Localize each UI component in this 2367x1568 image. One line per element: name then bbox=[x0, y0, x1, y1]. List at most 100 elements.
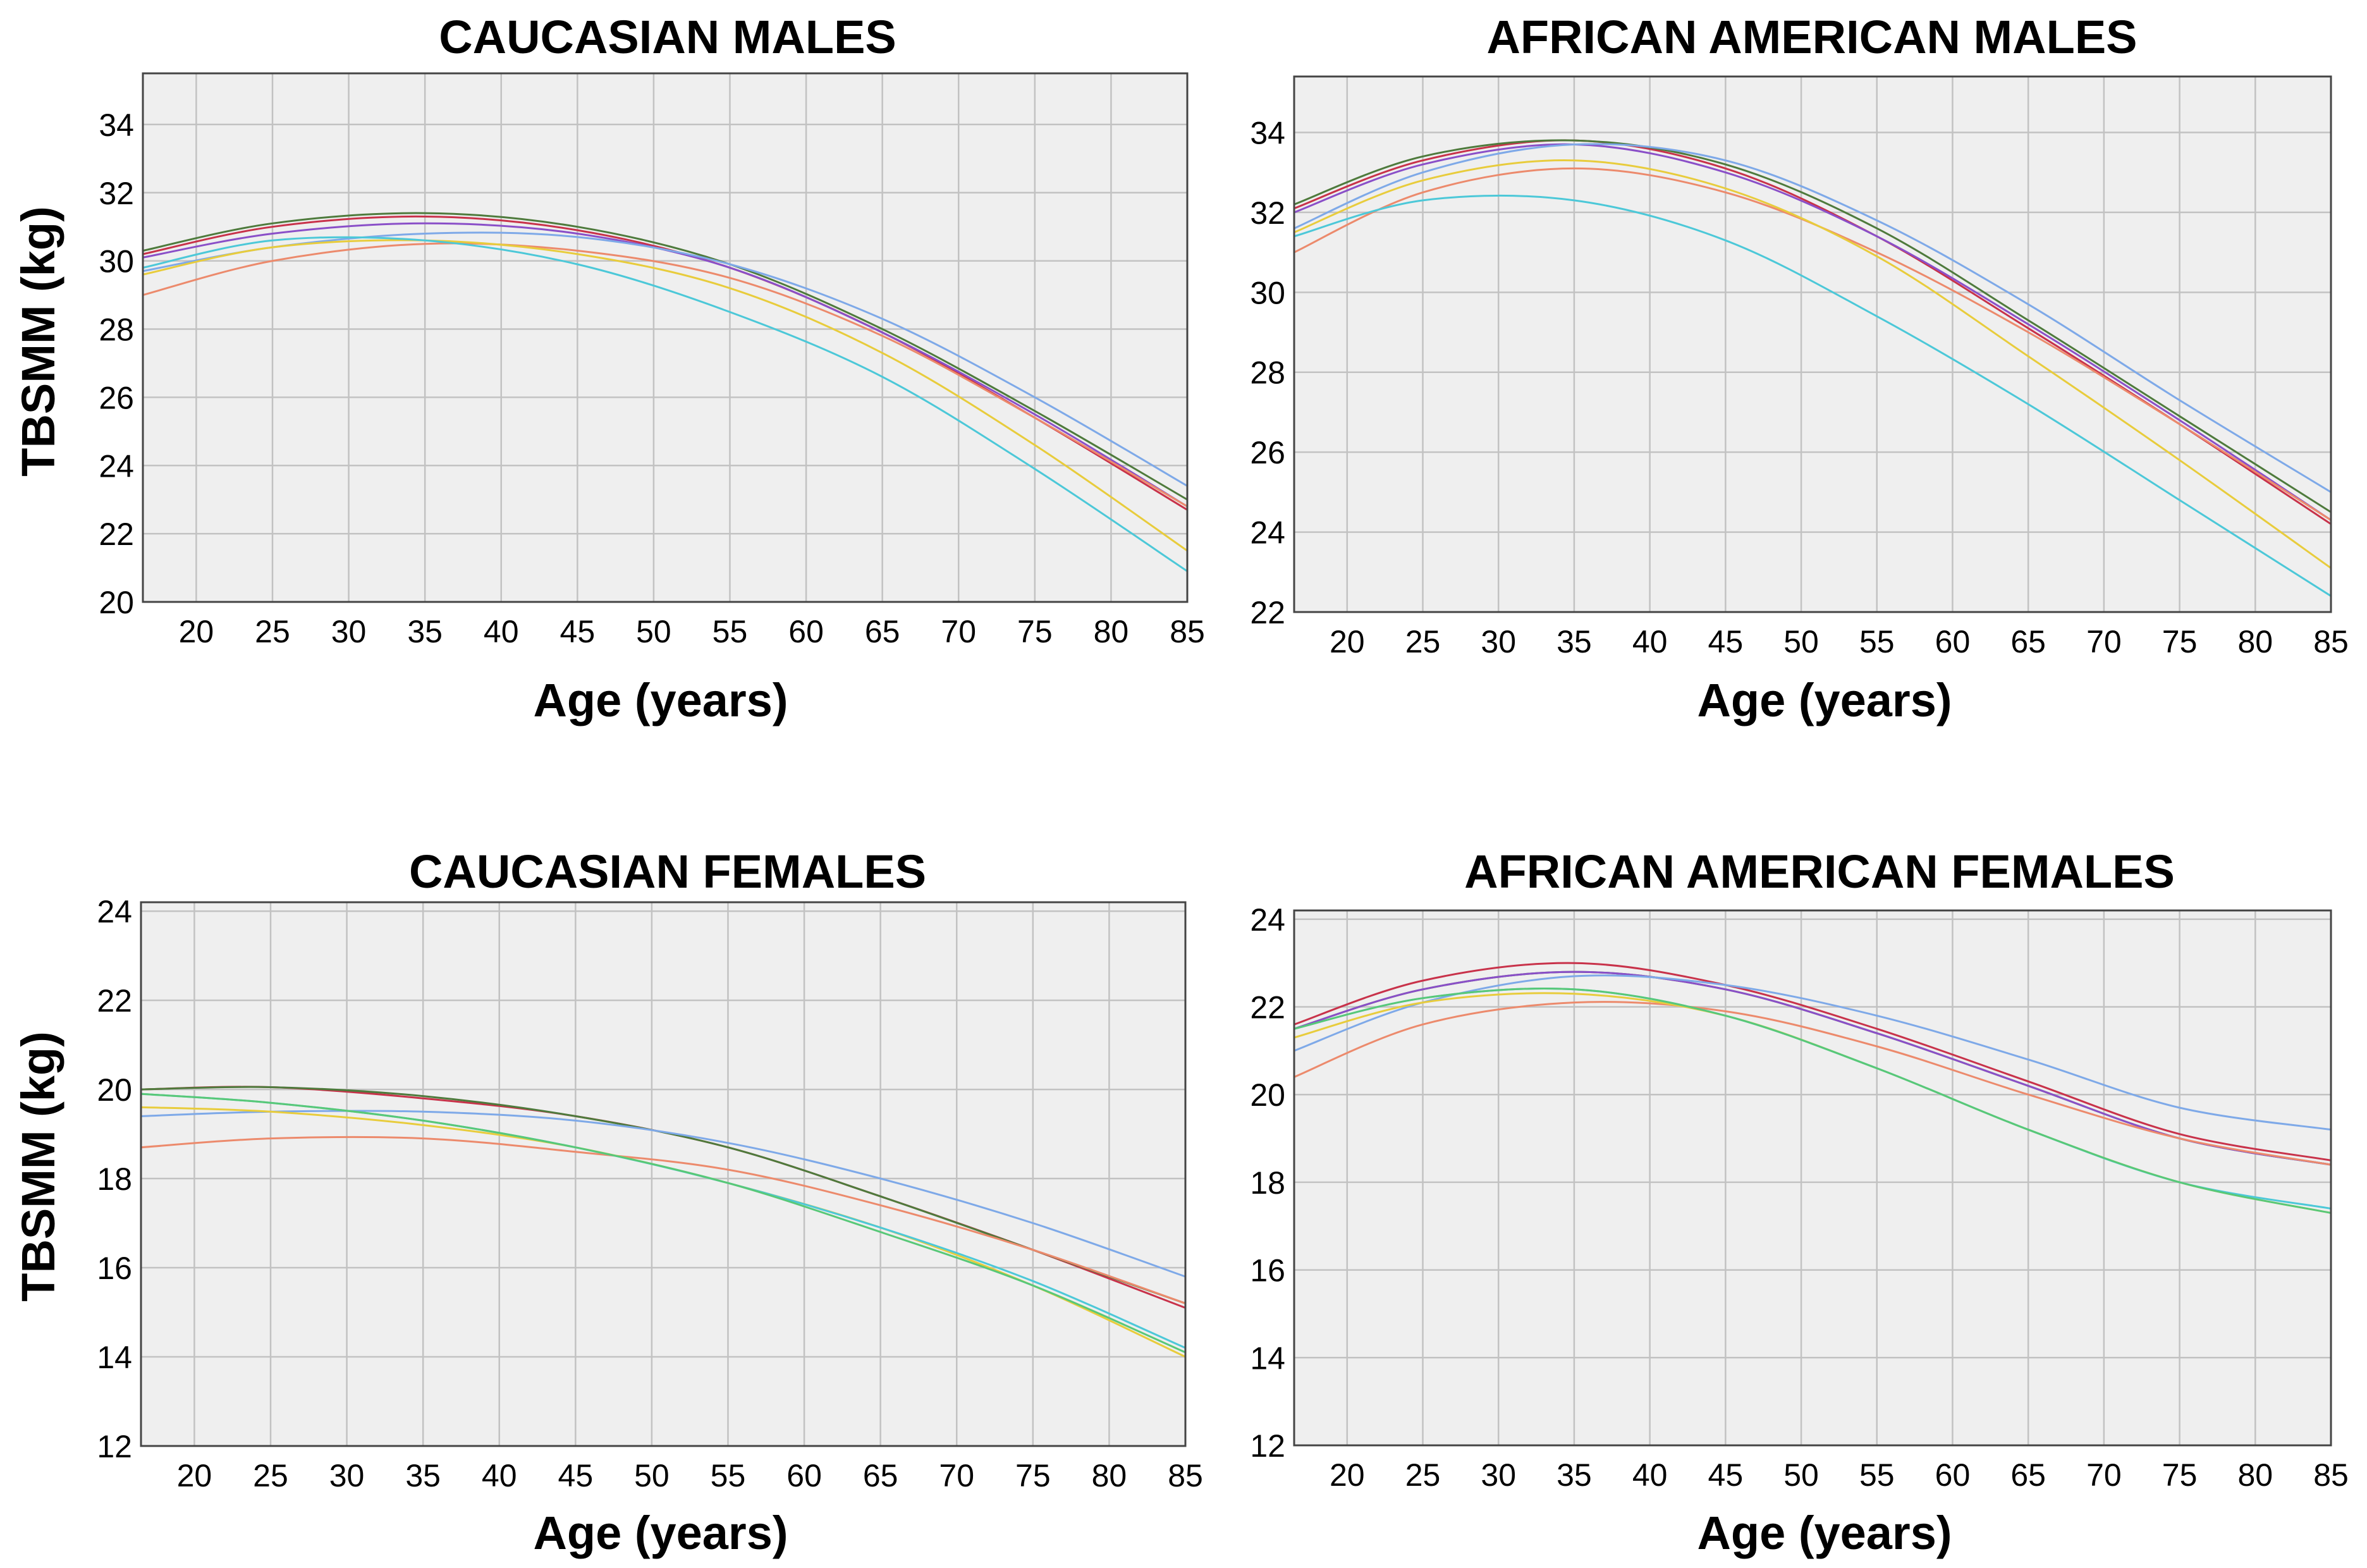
y-tick-label: 24 bbox=[1250, 515, 1285, 551]
x-tick-label: 55 bbox=[711, 1458, 746, 1493]
series-line-yellow bbox=[142, 239, 1189, 552]
series-line-blue bbox=[1293, 974, 2332, 1131]
x-tick-label: 50 bbox=[1783, 624, 1819, 659]
x-tick-label: 50 bbox=[636, 614, 671, 649]
series-line-orange bbox=[142, 242, 1189, 508]
x-tick-label: 25 bbox=[255, 614, 290, 649]
y-tick-label: 16 bbox=[1250, 1253, 1285, 1289]
x-tick-label: 80 bbox=[2237, 624, 2273, 659]
y-tick-label: 14 bbox=[97, 1340, 132, 1375]
x-tick-label: 85 bbox=[2313, 624, 2349, 659]
y-axis-label-bottom: TBSMM (kg) bbox=[12, 1031, 64, 1302]
series-line-dark-green bbox=[142, 212, 1189, 501]
y-tick-label: 12 bbox=[97, 1429, 132, 1464]
x-tick-label: 85 bbox=[2313, 1457, 2349, 1493]
x-tick-label: 65 bbox=[865, 614, 900, 649]
plot-area bbox=[140, 901, 1187, 1447]
y-tick-label: 24 bbox=[99, 448, 134, 484]
x-tick-label: 35 bbox=[1557, 624, 1592, 659]
x-tick-label: 30 bbox=[1481, 1457, 1516, 1493]
y-tick-label: 14 bbox=[1250, 1340, 1285, 1376]
chart-title: AFRICAN AMERICAN MALES bbox=[1486, 11, 2137, 63]
y-tick-label: 30 bbox=[1250, 275, 1285, 310]
chart-title: CAUCASIAN MALES bbox=[439, 11, 896, 63]
x-tick-label: 20 bbox=[177, 1458, 212, 1493]
series-line-orange bbox=[140, 1136, 1187, 1304]
x-axis-label: Age (years) bbox=[1697, 674, 1952, 726]
y-tick-label: 20 bbox=[99, 585, 134, 620]
y-tick-label: 18 bbox=[97, 1161, 132, 1197]
x-tick-label: 30 bbox=[1481, 624, 1516, 659]
x-tick-label: 65 bbox=[863, 1458, 898, 1493]
series-line-red bbox=[1293, 962, 2332, 1161]
y-tick-label: 20 bbox=[97, 1072, 132, 1108]
chart-title: AFRICAN AMERICAN FEMALES bbox=[1464, 845, 2175, 898]
y-tick-label: 32 bbox=[99, 176, 134, 211]
x-tick-label: 50 bbox=[634, 1458, 670, 1493]
x-tick-label: 25 bbox=[1405, 1457, 1441, 1493]
y-tick-label: 26 bbox=[99, 380, 134, 415]
series-line-green bbox=[1293, 987, 2332, 1214]
x-tick-label: 45 bbox=[558, 1458, 594, 1493]
y-tick-label: 22 bbox=[1250, 990, 1285, 1026]
x-tick-label: 80 bbox=[1094, 614, 1129, 649]
y-tick-label: 18 bbox=[1250, 1165, 1285, 1201]
y-tick-label: 12 bbox=[1250, 1428, 1285, 1464]
y-tick-label: 24 bbox=[1250, 902, 1285, 938]
chart-african-american-females: AFRICAN AMERICAN FEMALES 20 25 30 35 40 45 50 5… bbox=[1250, 845, 2348, 1559]
x-tick-label: 25 bbox=[1405, 624, 1441, 659]
x-tick-label: 75 bbox=[2162, 624, 2198, 659]
x-tick-label: 35 bbox=[1557, 1457, 1592, 1493]
chart-african-american-males: AFRICAN AMERICAN MALES 20 25 30 35 40 45 50 55 6… bbox=[1250, 11, 2348, 726]
x-tick-label: 45 bbox=[560, 614, 596, 649]
x-axis-label: Age (years) bbox=[533, 1507, 788, 1559]
x-tick-label: 55 bbox=[713, 614, 748, 649]
chart-caucasian-males: CAUCASIAN MALES 20 25 30 35 40 45 50 55 60 65 70 75… bbox=[99, 11, 1204, 726]
x-tick-label: 40 bbox=[484, 614, 519, 649]
x-tick-label: 75 bbox=[2162, 1457, 2198, 1493]
y-tick-label: 22 bbox=[1250, 595, 1285, 630]
x-tick-label: 35 bbox=[405, 1458, 441, 1493]
y-tick-label: 28 bbox=[1250, 355, 1285, 391]
y-tick-label: 28 bbox=[99, 312, 134, 348]
x-tick-label: 20 bbox=[179, 614, 214, 649]
x-tick-label: 40 bbox=[1632, 1457, 1668, 1493]
y-tick-label: 30 bbox=[99, 244, 134, 279]
x-tick-label: 85 bbox=[1170, 614, 1205, 649]
x-tick-label: 70 bbox=[939, 1458, 974, 1493]
x-tick-label: 30 bbox=[331, 614, 367, 649]
y-tick-label: 22 bbox=[99, 517, 134, 552]
series-line-green bbox=[140, 1093, 1187, 1354]
x-tick-label: 70 bbox=[2086, 1457, 2122, 1493]
x-tick-label: 80 bbox=[2237, 1457, 2273, 1493]
x-tick-label: 20 bbox=[1330, 1457, 1365, 1493]
y-tick-label: 20 bbox=[1250, 1077, 1285, 1113]
series-line-cyan bbox=[142, 236, 1189, 572]
x-tick-label: 55 bbox=[1859, 624, 1895, 659]
x-tick-label: 35 bbox=[407, 614, 443, 649]
x-tick-label: 65 bbox=[2010, 624, 2046, 659]
series-line-purple bbox=[1293, 143, 2332, 522]
x-tick-label: 55 bbox=[1859, 1457, 1895, 1493]
x-tick-label: 65 bbox=[2010, 1457, 2046, 1493]
y-tick-label: 34 bbox=[99, 107, 134, 143]
x-tick-label: 60 bbox=[786, 1458, 822, 1493]
x-tick-label: 30 bbox=[329, 1458, 365, 1493]
y-tick-label: 24 bbox=[97, 894, 132, 929]
series-line-dark-green bbox=[1293, 139, 2332, 513]
x-tick-label: 45 bbox=[1708, 1457, 1744, 1493]
x-axis-label: Age (years) bbox=[533, 674, 788, 726]
chart-caucasian-females: CAUCASIAN FEMALES 20 25 30 35 40 45 50 55 60 65 70… bbox=[97, 845, 1202, 1559]
x-tick-label: 85 bbox=[1168, 1458, 1203, 1493]
x-tick-label: 50 bbox=[1783, 1457, 1819, 1493]
x-tick-label: 60 bbox=[1935, 1457, 1971, 1493]
x-tick-label: 80 bbox=[1092, 1458, 1127, 1493]
x-axis-label: Age (years) bbox=[1697, 1507, 1952, 1559]
x-tick-label: 40 bbox=[482, 1458, 517, 1493]
x-tick-label: 25 bbox=[253, 1458, 288, 1493]
x-tick-label: 75 bbox=[1015, 1458, 1051, 1493]
x-tick-label: 20 bbox=[1330, 624, 1365, 659]
x-tick-label: 45 bbox=[1708, 624, 1744, 659]
chart-title: CAUCASIAN FEMALES bbox=[409, 845, 926, 898]
